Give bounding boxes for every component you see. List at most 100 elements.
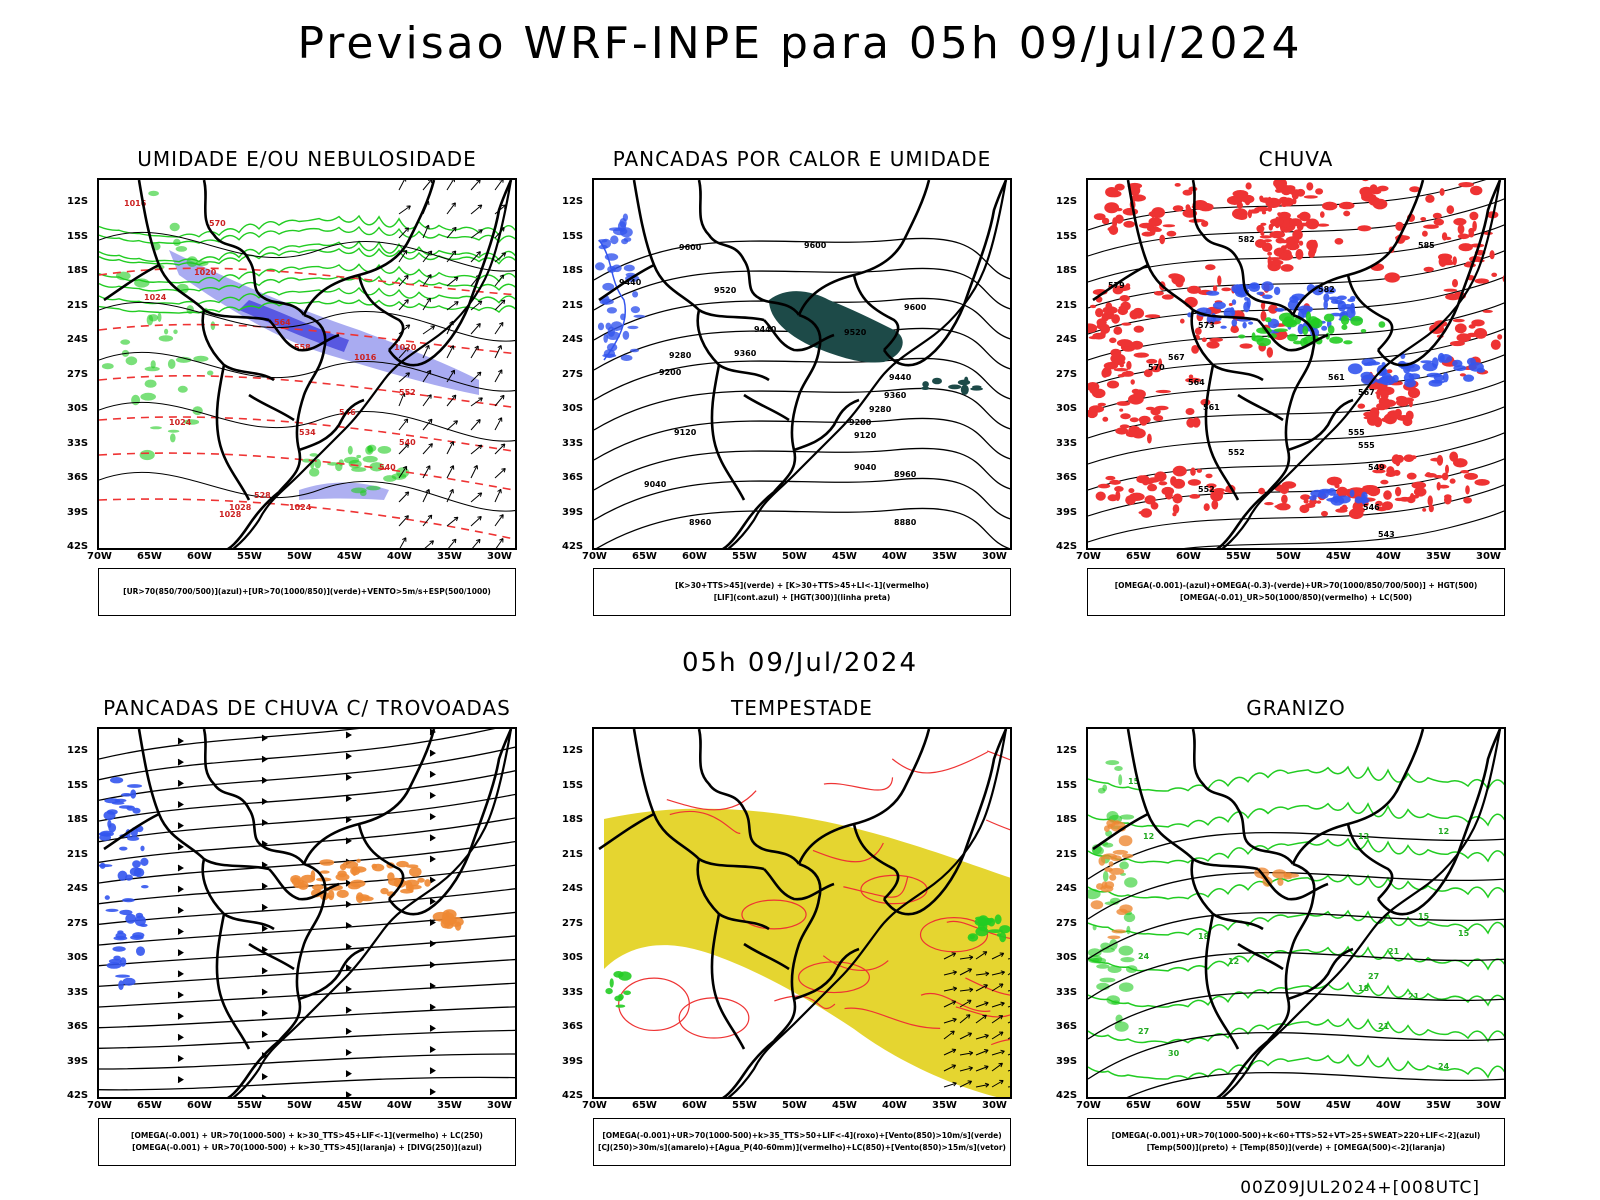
legend-line: [OMEGA(-0.001)+UR>70(1000-500)+k>35_TTS>… [602, 1131, 1002, 1140]
rh-cell-green [193, 355, 209, 362]
temp850-cell [1092, 957, 1107, 964]
lat-label: 18S [67, 814, 89, 825]
coastline [727, 180, 1008, 548]
temp850-cell [1120, 957, 1135, 963]
wind850-vector [975, 1034, 989, 1040]
rain-area [1275, 503, 1291, 511]
rain-area [1158, 481, 1168, 486]
rain-area [1119, 408, 1124, 412]
wind-vector [398, 205, 411, 215]
rh-cell-green [170, 433, 176, 443]
wind-vector [427, 514, 433, 520]
wind-vector [422, 274, 432, 287]
wind-vector [454, 301, 459, 306]
omega-green [1343, 340, 1353, 345]
rh-cell-green [158, 335, 174, 342]
divergence-blue [104, 895, 110, 900]
rh-cell-green [150, 360, 156, 369]
wind850-vector [982, 951, 988, 956]
lon-label: 60W [1176, 1100, 1201, 1111]
wind-vector [427, 180, 433, 184]
rh-contour-green [99, 275, 515, 292]
country-border [278, 313, 327, 493]
lon-label: 60W [682, 1100, 707, 1111]
temp-label: 12 [1228, 957, 1239, 966]
map-umidade[interactable]: 1016 570 1020 1024 564 558 1016 1020 552 546 540 54… [97, 178, 517, 550]
rain-area [1316, 500, 1322, 504]
temp-label: 24 [1138, 952, 1150, 961]
streamline-arrowhead [261, 798, 268, 805]
rain-area [1285, 243, 1298, 249]
omega-blue [1235, 284, 1250, 291]
map-pancadas-calor[interactable]: 9600 9600 9440 9520 9520 9440 9360 9280 9200 9600… [592, 178, 1012, 550]
wind850-green [609, 978, 614, 988]
omega-blue [1442, 372, 1449, 383]
forecast-time: 05h 09/Jul/2024 [682, 648, 918, 678]
map-tempestade[interactable] [592, 727, 1012, 1099]
rain-area [1472, 220, 1477, 232]
lif-contour [623, 264, 635, 272]
lat-label: 27S [67, 917, 89, 929]
map-granizo[interactable]: 15 12 12 12 15 18 21 24 27 21 18 15 12 21 27 24 30 [1086, 727, 1506, 1099]
rain-area [1359, 186, 1374, 197]
wind-vector [470, 444, 483, 455]
omega-blue [1289, 295, 1299, 303]
wind850-green [994, 914, 1002, 925]
rain-area [1114, 214, 1124, 224]
wind850-vector [951, 952, 957, 957]
divergence-blue [110, 777, 124, 784]
map-pancadas-trovoadas[interactable] [97, 727, 517, 1099]
wind-vector [446, 250, 457, 263]
rh-cell-green [351, 487, 367, 494]
omega-blue [1349, 489, 1355, 498]
streamline-arrowhead [261, 1030, 268, 1038]
rain-area [1209, 488, 1215, 493]
rain-area [1482, 309, 1493, 313]
wind850-vector [952, 1081, 957, 1087]
rain-area [1206, 341, 1220, 349]
omega-blue [1256, 291, 1264, 296]
rain-area [1460, 470, 1470, 474]
divergence-blue [108, 823, 117, 833]
rain-area [1254, 206, 1270, 212]
wind-vector [427, 418, 433, 424]
country-border [227, 490, 280, 548]
rain-area [1247, 209, 1252, 219]
lat-label: 12S [67, 745, 89, 756]
country-border [268, 868, 340, 901]
country-border [268, 319, 340, 352]
wind-vector [476, 180, 481, 184]
lon-label: 50W [287, 1100, 312, 1111]
lif-contour [603, 333, 608, 343]
convection-cell [921, 386, 930, 390]
lat-label: 24S [1056, 334, 1078, 345]
map-chuva[interactable]: 582 585 579 582 573 567 570 564 561 567 561 555 555 5… [1086, 178, 1506, 550]
wind850-vector [1000, 1001, 1005, 1007]
convection-orange [444, 922, 454, 929]
omega-blue [1220, 325, 1227, 329]
convection-orange [417, 877, 425, 883]
hgt-label: 9280 [669, 351, 692, 360]
temp-label: 18 [1358, 984, 1370, 993]
rh-cell-green [125, 356, 138, 366]
rain-area [1406, 472, 1417, 480]
wind-vector [446, 276, 459, 287]
lon-label: 40W [1376, 551, 1401, 562]
country-border [298, 947, 365, 1001]
rain-area [1385, 472, 1396, 477]
lon-label: 55W [237, 551, 262, 562]
rain-area [1108, 361, 1115, 368]
rh-cell-green [167, 429, 180, 433]
country-border [722, 490, 775, 548]
wind-vector [398, 180, 405, 191]
streamline [99, 935, 515, 967]
streamline-arrowhead [177, 1033, 184, 1041]
lon-label: 30W [487, 1100, 512, 1111]
omega-green [1350, 315, 1363, 326]
lif-contour [633, 314, 646, 318]
rain-area [1105, 187, 1119, 198]
lon-label: 45W [1326, 1100, 1351, 1111]
rain-area [1161, 294, 1174, 300]
lat-label: 15S [562, 779, 584, 791]
convection-orange [405, 864, 419, 868]
